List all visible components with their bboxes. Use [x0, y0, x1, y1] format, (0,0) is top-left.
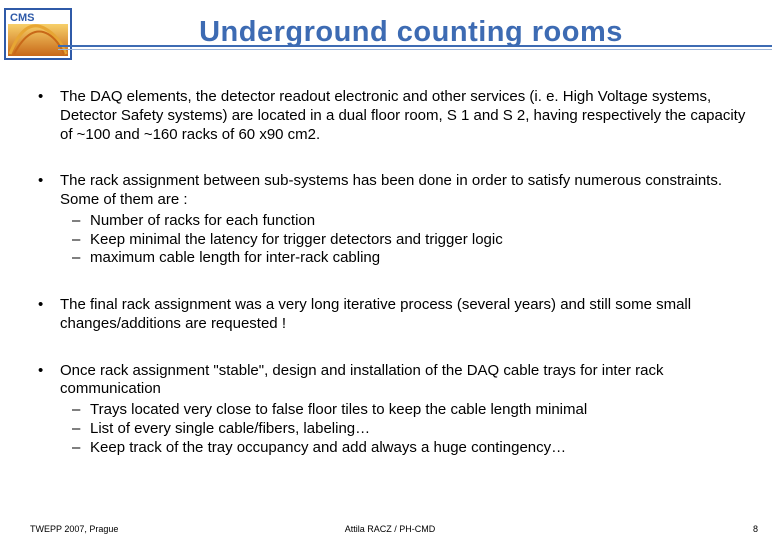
footer-left: TWEPP 2007, Prague [30, 524, 118, 534]
sub-item: Trays located very close to false floor … [60, 401, 750, 420]
bullet-item: The rack assignment between sub-systems … [30, 172, 750, 268]
sub-item: Keep track of the tray occupancy and add… [60, 439, 750, 458]
sub-list: Number of racks for each functionKeep mi… [60, 212, 750, 268]
sub-item: Keep minimal the latency for trigger det… [60, 231, 750, 250]
bullet-text: The rack assignment between sub-systems … [60, 172, 722, 208]
bullet-text: The final rack assignment was a very lon… [60, 296, 691, 332]
bullet-item: The final rack assignment was a very lon… [30, 296, 750, 334]
footer-right: 8 [753, 524, 758, 534]
bullet-item: The DAQ elements, the detector readout e… [30, 88, 750, 144]
slide-footer: TWEPP 2007, Prague Attila RACZ / PH-CMD … [0, 524, 780, 534]
bullet-list: The DAQ elements, the detector readout e… [30, 88, 750, 457]
cms-logo: CMS [4, 8, 72, 60]
logo-text: CMS [10, 12, 34, 24]
bullet-item: Once rack assignment "stable", design an… [30, 362, 750, 458]
slide-title: Underground counting rooms [102, 16, 780, 49]
bullet-text: Once rack assignment "stable", design an… [60, 362, 663, 398]
header-rule-top [58, 45, 772, 47]
title-wrap: Underground counting rooms [72, 16, 780, 49]
sub-item: List of every single cable/fibers, label… [60, 420, 750, 439]
slide-content: The DAQ elements, the detector readout e… [0, 60, 780, 457]
sub-item: Number of racks for each function [60, 212, 750, 231]
footer-center: Attila RACZ / PH-CMD [345, 524, 436, 534]
sub-list: Trays located very close to false floor … [60, 401, 750, 457]
slide-header: CMS Underground counting rooms [0, 0, 780, 60]
bullet-text: The DAQ elements, the detector readout e… [60, 88, 745, 143]
header-rule-bottom [58, 49, 772, 50]
sub-item: maximum cable length for inter-rack cabl… [60, 249, 750, 268]
cms-logo-svg: CMS [4, 8, 72, 60]
